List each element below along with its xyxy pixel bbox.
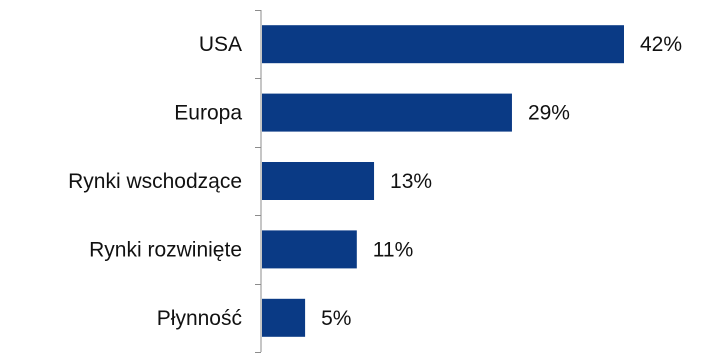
category-label: USA <box>199 33 242 56</box>
category-label: Rynki wschodzące <box>68 170 242 193</box>
bar <box>262 93 512 132</box>
bar <box>262 162 375 200</box>
category-label: Rynki rozwinięte <box>89 238 242 261</box>
data-label: 42% <box>640 33 682 56</box>
category-label: Europa <box>174 102 242 125</box>
data-label: 29% <box>528 102 570 125</box>
category-label: Płynność <box>157 307 242 330</box>
bar <box>262 25 624 64</box>
data-label: 11% <box>373 238 413 261</box>
axis-layer <box>255 10 262 353</box>
data-label: 5% <box>321 307 351 330</box>
bar <box>262 298 306 337</box>
bar <box>262 230 357 269</box>
label-layer: USA 42% Europa 29% Rynki wschodzące 13% Rynki … <box>68 33 682 330</box>
data-label: 13% <box>390 170 432 193</box>
bar-layer <box>262 25 624 337</box>
